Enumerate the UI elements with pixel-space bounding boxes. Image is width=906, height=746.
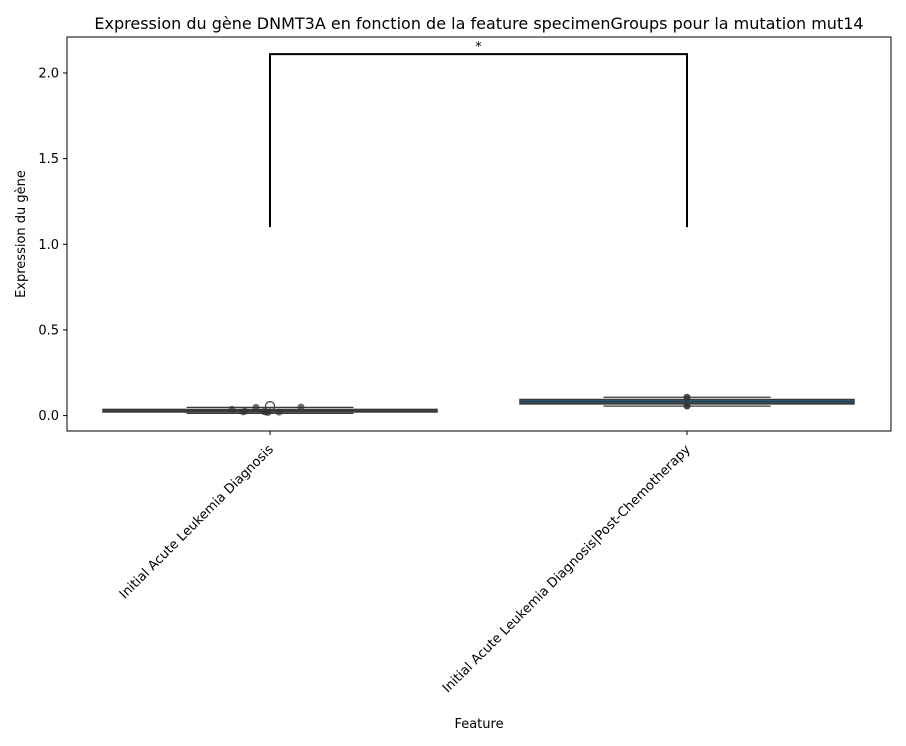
x-axis: Initial Acute Leukemia Diagnosis Initial … [117,431,694,696]
x-tick-label: Initial Acute Leukemia Diagnosis [117,442,277,602]
x-axis-label: Feature [454,717,503,732]
significance-bracket [269,53,688,228]
x-tick-label: Initial Acute Leukemia Diagnosis|Post-Ch… [440,442,694,696]
y-axis: 0.0 0.5 1.0 1.5 2.0 [38,66,67,424]
strip-point [260,407,268,415]
significance-annotation: * [269,40,688,228]
strip-point [275,408,283,416]
y-axis-label: Expression du gène [14,170,29,298]
strip-point [252,403,260,411]
y-tick-label: 0.5 [38,323,59,338]
strip-point [683,402,691,410]
strip-point [297,403,305,411]
y-tick-label: 0.0 [38,409,59,424]
y-tick-label: 1.0 [38,238,59,253]
strip-points [228,393,691,416]
plot-area-frame [66,36,892,432]
significance-label: * [475,40,482,55]
y-tick-label: 1.5 [38,152,59,167]
strip-point [239,408,247,416]
y-tick-label: 2.0 [38,66,59,81]
strip-point [683,394,691,402]
strip-point [228,405,236,413]
box-series [102,396,855,414]
chart-title: Expression du gène DNMT3A en fonction de… [94,14,863,33]
